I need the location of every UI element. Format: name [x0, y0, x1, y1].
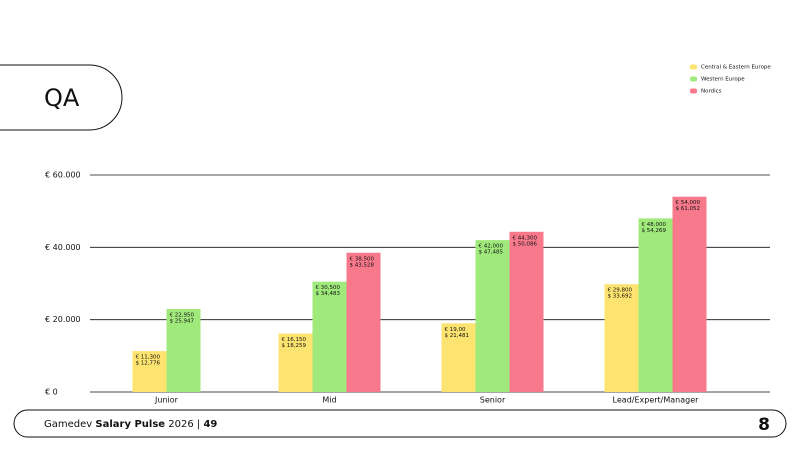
value-label-usd: $ 12,776: [136, 361, 161, 367]
x-tick-label: Senior: [480, 396, 506, 405]
value-label: € 22,950: [170, 312, 195, 318]
value-label-usd: $ 54,269: [642, 228, 667, 234]
legend-swatch: [690, 64, 697, 70]
footer-logo: 8: [758, 415, 770, 435]
legend-swatch: [690, 76, 697, 82]
legend-swatch: [690, 88, 697, 94]
section-pill: [0, 64, 123, 131]
value-label-usd: $ 25,947: [170, 318, 195, 324]
bar: [166, 308, 201, 392]
y-tick-label: € 0: [45, 388, 58, 397]
value-label-usd: $ 34,483: [316, 291, 341, 297]
bar: [509, 231, 544, 392]
value-label: € 48,000: [642, 222, 667, 228]
legend-label: Central & Eastern Europe: [701, 65, 771, 71]
bar: [475, 240, 510, 392]
legend-label: Western Europe: [701, 77, 745, 83]
value-label: € 54,000: [676, 200, 701, 206]
bar: [672, 196, 707, 392]
footer-page: 49: [203, 419, 217, 430]
bar: [132, 351, 167, 392]
value-label: € 30,500: [316, 285, 341, 291]
value-label-usd: $ 18,259: [282, 343, 307, 349]
bar: [638, 218, 673, 392]
value-label: € 29,800: [608, 288, 633, 294]
value-label: € 16,150: [282, 337, 307, 343]
bar: [441, 323, 476, 392]
legend-label: Nordics: [701, 89, 722, 95]
value-label-usd: $ 50,086: [513, 241, 538, 247]
value-label-usd: $ 47,485: [479, 250, 504, 256]
value-label-usd: $ 21,481: [445, 333, 470, 339]
value-label-usd: $ 43,528: [350, 262, 375, 268]
value-label: € 44,300: [513, 235, 538, 241]
x-tick-label: Lead/Expert/Manager: [613, 396, 700, 405]
footer-brand: Gamedev: [44, 419, 92, 430]
bar: [346, 252, 381, 392]
bar: [604, 284, 639, 392]
footer-year: 2026 |: [168, 419, 200, 430]
value-label: € 19,00: [445, 327, 466, 333]
value-label-usd: $ 33,692: [608, 294, 633, 300]
y-tick-label: € 20.000: [45, 315, 81, 324]
value-label: € 11,300: [136, 355, 161, 361]
section-title: QA: [44, 84, 80, 112]
bar: [312, 281, 347, 392]
footer-bar: [13, 409, 787, 438]
value-label: € 38,500: [350, 256, 375, 262]
y-tick-label: € 40.000: [45, 243, 81, 252]
footer-text: Gamedev Salary Pulse 2026 | 49: [44, 419, 217, 430]
value-label: € 42,000: [479, 244, 504, 250]
x-tick-label: Mid: [322, 396, 336, 405]
y-tick-label: € 60.000: [45, 171, 81, 180]
x-tick-label: Junior: [154, 396, 179, 405]
value-label-usd: $ 61,052: [676, 206, 701, 212]
bar: [278, 333, 313, 392]
footer-report: Salary Pulse: [95, 419, 165, 430]
